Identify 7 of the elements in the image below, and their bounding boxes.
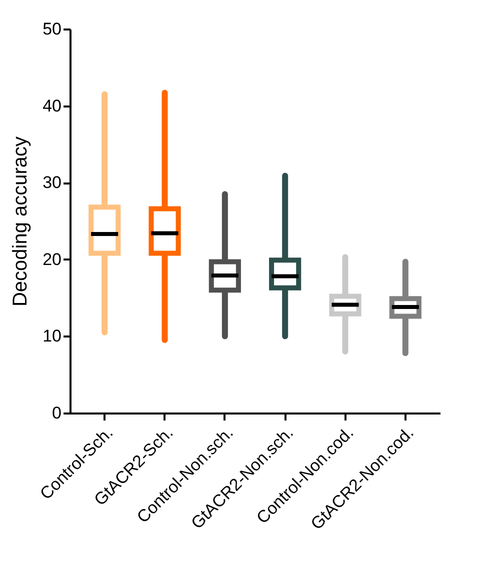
y-tick-label: 10 <box>42 326 62 346</box>
y-tick-label: 0 <box>52 404 62 422</box>
y-axis-title: Decoding accuracy <box>10 136 32 307</box>
y-tick-label: 40 <box>42 96 62 116</box>
y-tick-label: 20 <box>42 250 62 269</box>
y-tick-label: 50 <box>42 20 62 38</box>
y-tick-label: 30 <box>42 173 62 192</box>
